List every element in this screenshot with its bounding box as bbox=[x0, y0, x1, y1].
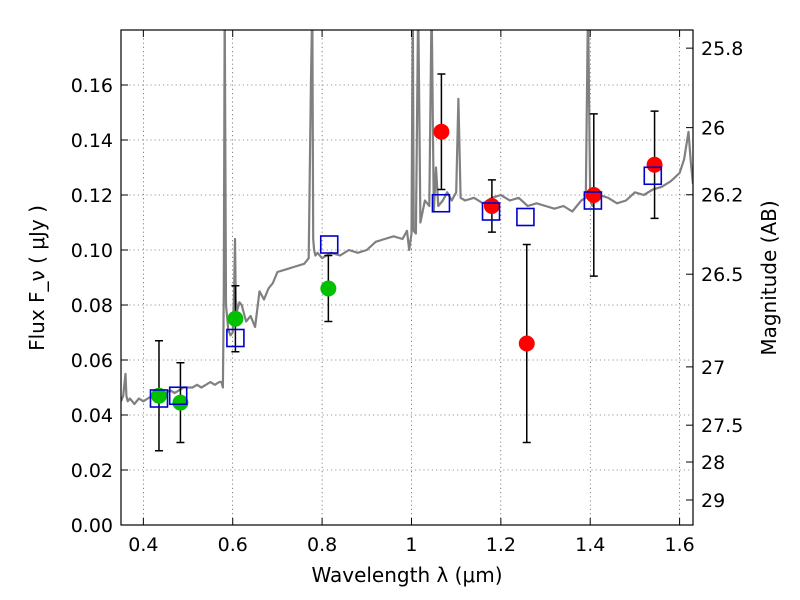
x-tick-label: 1.6 bbox=[664, 534, 694, 556]
x-tick-label: 1.2 bbox=[486, 534, 516, 556]
y2-axis-label: Magnitude (AB) bbox=[757, 200, 781, 355]
x-tick-label: 0.8 bbox=[307, 534, 337, 556]
axis-ticks: 0.4 0.6 0.8 1 1.2 1.4 1.6 0.00 0.02 0.04 0.06 0.08 0… bbox=[71, 30, 743, 556]
model-photometry-square bbox=[516, 207, 535, 227]
model-photometry-square bbox=[583, 191, 603, 210]
model-photometry-square bbox=[226, 328, 245, 348]
y-axis-label: Flux F_ν ( μJy ) bbox=[25, 205, 49, 351]
y2-tick-label: 27.5 bbox=[701, 415, 743, 437]
observed-ir-point bbox=[585, 187, 602, 203]
y-tick-label: 0.00 bbox=[71, 515, 113, 537]
observed-hst-point bbox=[150, 387, 167, 404]
x-axis-label: Wavelength λ (μm) bbox=[311, 563, 502, 587]
x-tick-label: 1.4 bbox=[575, 534, 605, 556]
y2-tick-label: 26 bbox=[701, 118, 725, 140]
y-tick-label: 0.02 bbox=[71, 460, 113, 482]
y2-tick-label: 26.2 bbox=[701, 185, 743, 207]
model-photometry-square bbox=[481, 202, 501, 221]
y2-tick-label: 28 bbox=[701, 452, 725, 474]
x-tick-label: 0.4 bbox=[128, 534, 158, 556]
y-tick-label: 0.06 bbox=[71, 350, 113, 372]
y2-tick-label: 27 bbox=[701, 357, 725, 379]
model-photometry-square bbox=[319, 235, 339, 254]
observed-hst-point bbox=[172, 394, 189, 411]
model-photometry-square bbox=[431, 193, 451, 213]
plot-series bbox=[121, 30, 693, 452]
model-photometry-square bbox=[149, 389, 169, 408]
observed-ir-point bbox=[518, 335, 535, 352]
y-tick-label: 0.10 bbox=[71, 240, 113, 262]
y2-tick-label: 29 bbox=[701, 490, 725, 512]
plot-frame bbox=[120, 29, 694, 526]
y-tick-label: 0.14 bbox=[71, 130, 113, 152]
y-tick-label: 0.08 bbox=[71, 295, 113, 317]
observed-ir-point bbox=[483, 198, 500, 214]
x-tick-label: 1 bbox=[405, 534, 417, 556]
observed-hst-point bbox=[227, 310, 244, 327]
y-tick-label: 0.04 bbox=[71, 405, 113, 427]
observed-ir-point bbox=[646, 156, 663, 173]
observed-ir-point bbox=[433, 123, 450, 140]
model-spectrum-line bbox=[121, 30, 693, 406]
y2-tick-label: 25.8 bbox=[701, 38, 743, 60]
y-tick-label: 0.12 bbox=[71, 185, 113, 207]
x-tick-label: 0.6 bbox=[218, 534, 248, 556]
y2-tick-label: 26.5 bbox=[701, 264, 743, 286]
model-photometry-square bbox=[168, 386, 188, 406]
y-tick-label: 0.16 bbox=[71, 75, 113, 97]
observed-hst-point bbox=[320, 280, 337, 297]
model-photometry-square bbox=[643, 166, 663, 186]
